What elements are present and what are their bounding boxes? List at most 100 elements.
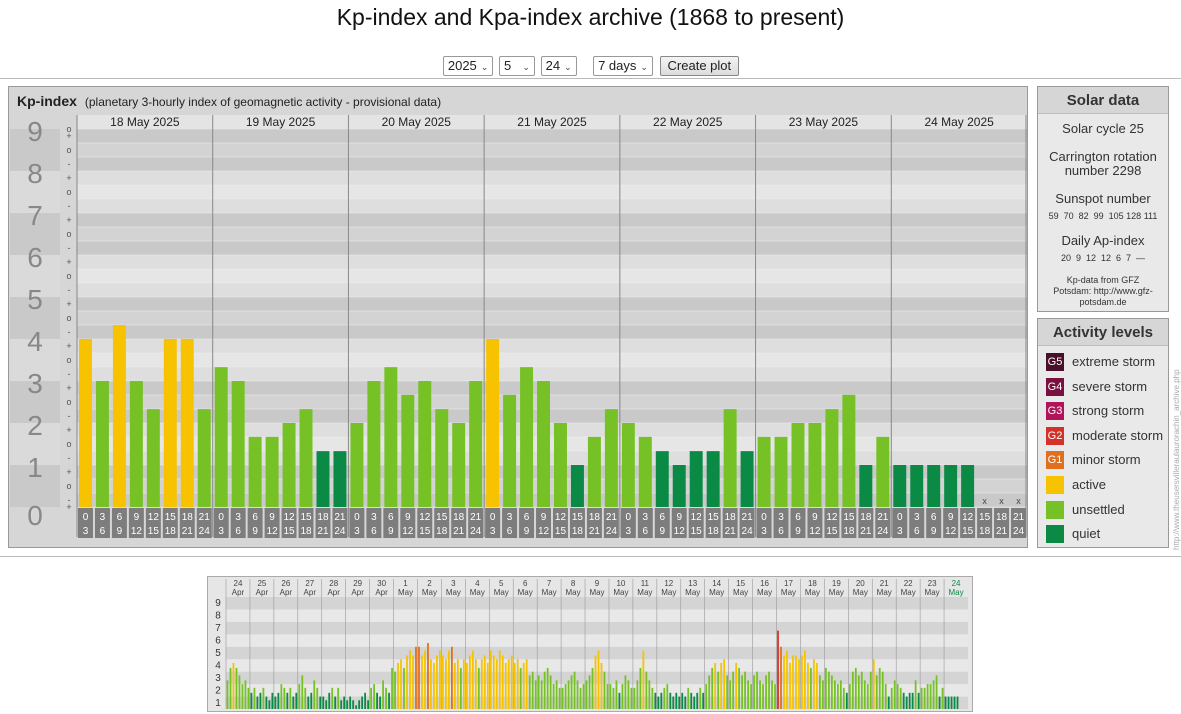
mini-month-label: May [494, 588, 509, 597]
mini-kp-bar [265, 696, 268, 709]
mini-kp-bar [504, 662, 507, 709]
kp-bar [248, 436, 262, 507]
mini-kp-bar [570, 675, 573, 709]
mini-kp-bar [768, 671, 770, 709]
hour-end-label: 6 [100, 526, 106, 537]
hour-end-label: 12 [267, 526, 279, 537]
hour-start-label: 12 [148, 512, 160, 523]
mini-kp-bar [705, 684, 708, 709]
mini-month-label: Apr [327, 588, 340, 597]
mini-kp-bar [819, 675, 821, 709]
mini-kp-bar [477, 667, 480, 709]
range-select[interactable]: 7 days ⌄ [593, 56, 653, 76]
mini-day-label: 28 [329, 579, 338, 588]
mini-kp-bar [696, 692, 699, 709]
day-select[interactable]: 24 ⌄ [540, 56, 577, 76]
mini-kp-bar [801, 655, 803, 709]
hour-end-label: 21 [182, 526, 194, 537]
mini-kp-bar [474, 659, 477, 709]
mini-kp-bar [836, 684, 839, 709]
mini-kp-bar [486, 662, 489, 709]
kp-bar [469, 381, 483, 507]
mini-kp-bar [585, 680, 588, 709]
mini-kp-bar [235, 667, 238, 709]
hour-start-label: 9 [405, 512, 411, 523]
mini-kp-bar [364, 692, 367, 709]
mini-kp-bar [762, 684, 764, 709]
hour-end-label: 9 [117, 526, 123, 537]
hour-start-label: 15 [708, 512, 720, 523]
hour-end-label: 21 [453, 526, 465, 537]
mini-day-label: 30 [377, 579, 386, 588]
hour-cell [960, 508, 976, 538]
mini-band [226, 646, 968, 660]
mini-kp-bar [433, 662, 435, 709]
hour-start-label: 3 [371, 512, 377, 523]
mini-day-label: 3 [451, 579, 456, 588]
mini-kp-bar [795, 655, 797, 709]
hour-start-label: 18 [860, 512, 872, 523]
mini-kp-bar [606, 684, 609, 709]
mini-kp-bar [573, 671, 576, 709]
kp-panel: Kp-index (planetary 3-hourly index of geo… [8, 86, 1028, 548]
hour-start-label: 0 [897, 512, 903, 523]
kp-subband [77, 437, 1027, 451]
mini-kp-bar [759, 680, 761, 709]
kp-subtick-label: - [68, 243, 71, 253]
archive-mini-chart: 12345678924Apr25Apr26Apr27Apr28Apr29Apr3… [215, 579, 968, 709]
month-select[interactable]: 5 ⌄ [498, 56, 535, 76]
mini-kp-bar [537, 675, 540, 709]
mini-day-label: 6 [523, 579, 528, 588]
mini-day-label: 12 [664, 579, 673, 588]
mini-kp-bar [448, 650, 450, 709]
kp-subtick-label: - [68, 327, 71, 337]
kp-subtick-label: - [68, 411, 71, 421]
mini-kp-bar [693, 696, 696, 709]
hour-start-label: 15 [300, 512, 312, 523]
mini-month-label: May [853, 588, 868, 597]
hour-end-label: 15 [691, 526, 703, 537]
legend-label: moderate storm [1072, 427, 1164, 443]
hour-start-label: 9 [812, 512, 818, 523]
day-label: 19 May 2025 [246, 115, 316, 129]
hour-end-label: 12 [809, 526, 821, 537]
missing-marker: x [999, 496, 1004, 506]
mini-kp-bar [810, 667, 812, 709]
mini-day-label: 19 [832, 579, 841, 588]
mini-kp-bar [456, 659, 459, 709]
hour-start-label: 6 [117, 512, 123, 523]
legend-swatch: G1 [1046, 451, 1064, 470]
mini-kp-bar [804, 650, 806, 709]
create-plot-button[interactable]: Create plot [659, 56, 740, 76]
mini-kp-bar [564, 684, 567, 709]
mini-kp-bar [756, 671, 758, 709]
hour-start-label: 12 [691, 512, 703, 523]
mini-kp-bar [525, 659, 528, 709]
mini-kp-bar [830, 675, 833, 709]
mini-band [226, 684, 968, 697]
kp-bar [299, 409, 313, 507]
mini-band [226, 634, 968, 647]
mini-month-label: May [757, 588, 772, 597]
mini-kp-bar [857, 675, 860, 709]
hour-cell [332, 508, 348, 538]
kp-bar [655, 451, 669, 507]
mini-kp-bar [442, 655, 444, 709]
mini-kp-bar [944, 696, 947, 709]
hour-cell [620, 508, 636, 538]
kp-bar [961, 465, 975, 507]
kp-subtick-label: o [66, 313, 71, 323]
mini-kp-bar [672, 696, 675, 709]
mini-month-label: May [637, 588, 652, 597]
hour-cell [536, 508, 551, 538]
legend-label: severe storm [1072, 378, 1148, 394]
mini-month-label: Apr [351, 588, 364, 597]
year-select[interactable]: 2025 ⌄ [442, 56, 494, 76]
mini-kp-bar [492, 655, 495, 709]
mini-kp-bar [711, 667, 714, 709]
mini-kp-bar [274, 696, 277, 709]
mini-kp-bar [681, 692, 684, 709]
mini-day-label: 11 [641, 579, 650, 588]
mini-day-label: 9 [595, 579, 600, 588]
mini-day-label: 26 [281, 579, 290, 588]
